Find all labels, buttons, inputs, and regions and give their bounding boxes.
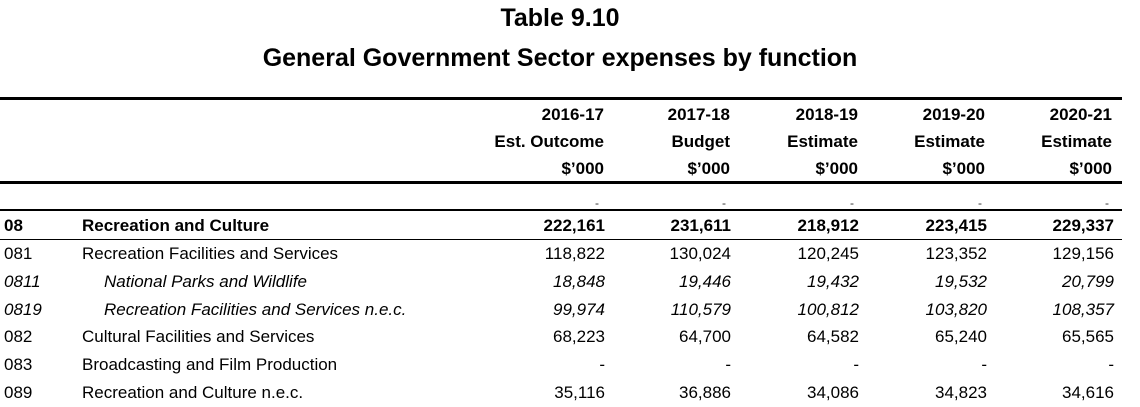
column-year: 2016-17 <box>541 105 604 124</box>
row-value: 108,357 <box>1052 300 1114 319</box>
row-value: - <box>1108 355 1114 374</box>
row-value: 34,086 <box>807 383 859 402</box>
column-type: Estimate <box>1041 132 1112 151</box>
column-year: 2017-18 <box>667 105 730 124</box>
column-header-2020-21: 2020-21 Estimate $’000 <box>1000 101 1112 182</box>
table-row: 0811 National Parks and Wildlife 18,848 19,… <box>0 268 1122 295</box>
row-value: 222,161 <box>543 216 605 235</box>
table-row: 082 Cultural Facilities and Services 68,22… <box>0 323 1122 350</box>
row-code: 08 <box>4 216 23 235</box>
column-dash: - <box>1105 196 1109 210</box>
row-label: Cultural Facilities and Services <box>82 327 315 346</box>
column-dash: - <box>850 196 854 210</box>
top-rule <box>0 97 1122 100</box>
column-header-2017-18: 2017-18 Budget $’000 <box>620 101 730 182</box>
row-value: 20,799 <box>1062 272 1114 291</box>
column-unit: $’000 <box>942 159 985 178</box>
row-value: 19,446 <box>679 272 731 291</box>
row-value: 123,352 <box>925 244 987 263</box>
row-value: 223,415 <box>925 216 987 235</box>
row-value: 110,579 <box>670 300 731 319</box>
row-value: - <box>853 355 859 374</box>
row-value: 64,700 <box>679 327 731 346</box>
row-value: 65,565 <box>1062 327 1114 346</box>
row-label: National Parks and Wildlife <box>104 272 307 291</box>
row-value: 99,974 <box>553 300 605 319</box>
row-label: Recreation and Culture n.e.c. <box>82 383 304 402</box>
table-subtitle: General Government Sector expenses by fu… <box>262 44 858 72</box>
row-code: 081 <box>4 244 33 263</box>
row-value: 36,886 <box>679 383 731 402</box>
row-value: 19,432 <box>807 272 859 291</box>
row-value: 18,848 <box>553 272 605 291</box>
total-row-rule <box>0 239 1122 240</box>
row-value: - <box>981 355 987 374</box>
column-header-2018-19: 2018-19 Estimate $’000 <box>745 101 858 182</box>
column-type: Est. Outcome <box>494 132 604 151</box>
column-type: Budget <box>671 132 730 151</box>
column-dash: - <box>978 196 982 210</box>
row-value: 100,812 <box>797 300 859 319</box>
row-value: 64,582 <box>807 327 859 346</box>
row-value: 218,912 <box>797 216 859 235</box>
row-label: Recreation and Culture <box>82 216 270 235</box>
row-value: 19,532 <box>935 272 987 291</box>
row-label: Broadcasting and Film Production <box>82 355 338 374</box>
table-title: Table 9.10 <box>500 4 620 32</box>
row-code: 0811 <box>4 272 41 291</box>
table-row: 0819 Recreation Facilities and Services n… <box>0 296 1122 323</box>
column-header-2016-17: 2016-17 Est. Outcome $’000 <box>470 101 604 182</box>
row-value: 229,337 <box>1052 216 1114 235</box>
row-value: 65,240 <box>935 327 987 346</box>
column-year: 2018-19 <box>795 105 858 124</box>
row-code: 083 <box>4 355 33 374</box>
column-header-2019-20: 2019-20 Estimate $’000 <box>870 101 985 182</box>
row-code: 089 <box>4 383 33 402</box>
column-dash: - <box>722 196 726 210</box>
row-value: 35,116 <box>554 383 605 402</box>
column-year: 2020-21 <box>1049 105 1112 124</box>
column-type: Estimate <box>914 132 985 151</box>
header-rule <box>0 181 1122 184</box>
column-dash: - <box>595 196 599 210</box>
table-row: 08 Recreation and Culture 222,161 231,611 21… <box>0 212 1122 239</box>
row-value: 34,616 <box>1062 383 1114 402</box>
row-value: 129,156 <box>1052 244 1114 263</box>
row-value: 34,823 <box>935 383 987 402</box>
column-unit: $’000 <box>1069 159 1112 178</box>
column-unit: $’000 <box>561 159 604 178</box>
row-value: 120,245 <box>797 244 859 263</box>
row-label: Recreation Facilities and Services <box>82 244 339 263</box>
column-year: 2019-20 <box>922 105 985 124</box>
row-value: 68,223 <box>553 327 605 346</box>
row-code: 0819 <box>4 300 42 319</box>
row-code: 082 <box>4 327 33 346</box>
row-value: - <box>599 355 605 374</box>
table-row: 083 Broadcasting and Film Production - - - - - <box>0 351 1122 378</box>
row-value: 130,024 <box>669 244 731 263</box>
column-type: Estimate <box>787 132 858 151</box>
table-row: 089 Recreation and Culture n.e.c. 35,116 36… <box>0 379 1122 406</box>
body-top-rule <box>0 209 1122 211</box>
column-unit: $’000 <box>687 159 730 178</box>
row-value: - <box>725 355 731 374</box>
row-value: 103,820 <box>925 300 987 319</box>
row-value: 118,822 <box>544 244 605 263</box>
table-row: 081 Recreation Facilities and Services 118… <box>0 240 1122 267</box>
row-value: 231,611 <box>670 216 731 235</box>
column-unit: $’000 <box>815 159 858 178</box>
row-label: Recreation Facilities and Services n.e.c… <box>104 300 407 319</box>
